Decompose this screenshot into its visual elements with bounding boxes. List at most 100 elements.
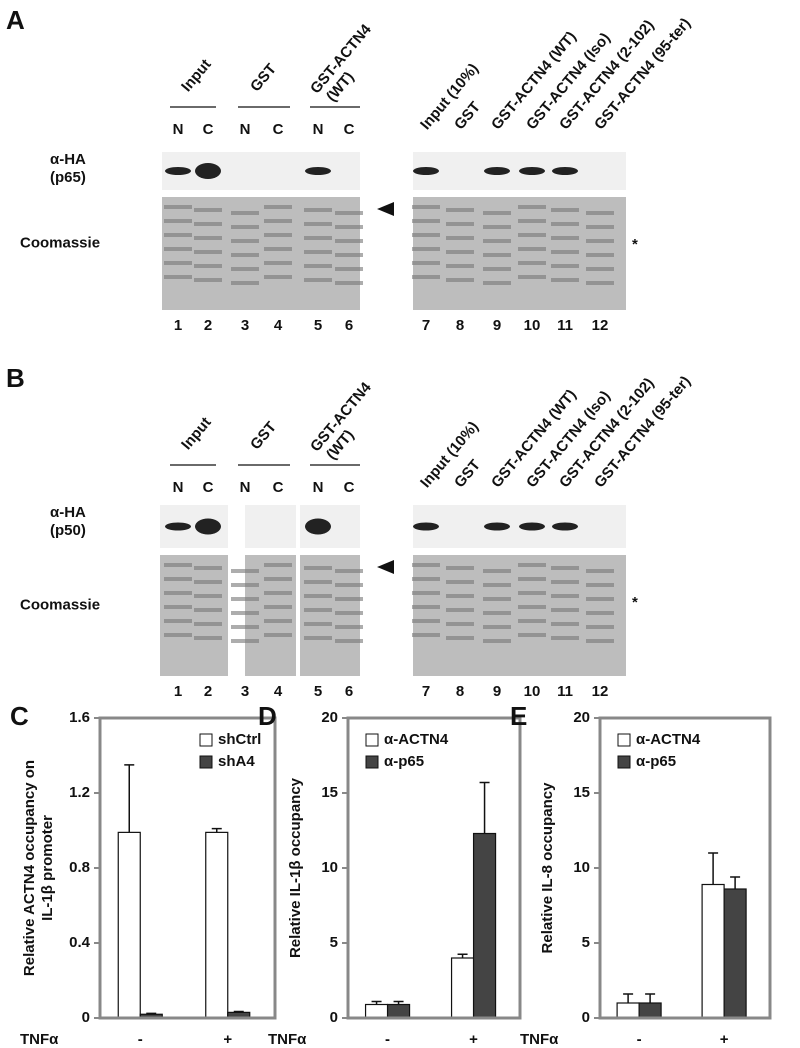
gel-band: [304, 208, 332, 212]
gel-band: [231, 625, 259, 629]
gel-band: [586, 225, 614, 229]
gel-band: [518, 261, 546, 265]
lane-number: 5: [314, 683, 322, 700]
western-band: [519, 167, 545, 175]
gel-band: [264, 275, 292, 279]
gel-band: [335, 253, 363, 257]
gel-band: [586, 267, 614, 271]
lane-number: 2: [204, 317, 212, 334]
gel-band: [164, 605, 192, 609]
gel-band: [264, 247, 292, 251]
bar: [616, 1002, 640, 1019]
western-band: [195, 163, 221, 179]
lane-nc: C: [203, 121, 214, 138]
gel-band: [518, 619, 546, 623]
gel-band: [483, 281, 511, 285]
error-bar: [233, 1010, 244, 1013]
y-tick-label: 5: [582, 934, 590, 951]
gel-band: [194, 278, 222, 282]
gel-band: [483, 597, 511, 601]
y-axis-label: Relative IL-1β occupancy: [287, 777, 304, 958]
bar: [638, 1002, 662, 1019]
coomassie-gel: [300, 555, 360, 676]
y-tick-label: 15: [573, 784, 590, 801]
gel-band: [551, 580, 579, 584]
lane-number: 8: [456, 317, 464, 334]
y-tick-label: 20: [573, 709, 590, 726]
y-tick-label: 1.6: [69, 709, 90, 726]
gel-band: [164, 633, 192, 637]
lane-number: 8: [456, 683, 464, 700]
gel-band: [551, 594, 579, 598]
gel-band: [194, 594, 222, 598]
gel-band: [551, 236, 579, 240]
gel-band: [231, 225, 259, 229]
gel-band: [304, 264, 332, 268]
gel-band: [518, 219, 546, 223]
lane-number: 10: [524, 683, 541, 700]
gel-band: [231, 281, 259, 285]
lane-number: 5: [314, 317, 322, 334]
gel-band: [412, 633, 440, 637]
gel-band: [412, 619, 440, 623]
gel-band: [412, 563, 440, 567]
gel-band: [586, 253, 614, 257]
y-tick-label: 5: [330, 934, 338, 951]
gel-band: [483, 253, 511, 257]
panel-letter: A: [6, 5, 25, 35]
x-axis-label: TNFα: [20, 1031, 59, 1048]
column-header: Input: [178, 414, 215, 453]
x-axis-label: TNFα: [268, 1031, 307, 1048]
gel-band: [518, 205, 546, 209]
gel-band: [586, 597, 614, 601]
gel-band: [304, 236, 332, 240]
gel-band: [264, 633, 292, 637]
x-tick-label: -: [385, 1031, 390, 1048]
gel-band: [446, 566, 474, 570]
coomassie-gel: [413, 555, 626, 676]
arrowhead: [377, 202, 394, 216]
arrowhead: [377, 560, 394, 574]
gel-band: [264, 577, 292, 581]
western-band: [413, 167, 439, 175]
gel-band: [412, 219, 440, 223]
legend-label: α-p65: [384, 753, 424, 770]
legend-label: α-p65: [636, 753, 676, 770]
error-bar: [393, 1000, 404, 1005]
error-bar: [623, 993, 634, 1003]
gel-band: [551, 608, 579, 612]
x-tick-label: +: [223, 1031, 232, 1048]
lane-nc: C: [344, 479, 355, 496]
gel-band: [264, 205, 292, 209]
bar: [205, 831, 229, 1019]
coomassie-gel: [160, 555, 228, 676]
lane-nc: C: [203, 479, 214, 496]
gel-band: [586, 639, 614, 643]
gel-band: [412, 247, 440, 251]
column-header: Input: [178, 56, 215, 95]
error-bar: [479, 781, 490, 834]
gel-band: [231, 611, 259, 615]
western-band: [305, 167, 331, 175]
gel-band: [446, 208, 474, 212]
gel-band: [518, 233, 546, 237]
panel-letter: D: [258, 701, 277, 731]
gel-band: [586, 583, 614, 587]
gel-band: [231, 267, 259, 271]
gel-band: [412, 275, 440, 279]
gel-band: [231, 569, 259, 573]
gel-band: [586, 625, 614, 629]
western-band: [484, 167, 510, 175]
legend-swatch: [199, 733, 213, 747]
gel-band: [264, 591, 292, 595]
gel-band: [483, 639, 511, 643]
western-band: [552, 522, 578, 531]
western-band: [305, 518, 331, 535]
x-tick-label: +: [720, 1031, 729, 1048]
error-bar: [146, 1012, 157, 1015]
gel-band: [164, 261, 192, 265]
gel-band: [335, 281, 363, 285]
error-bar: [730, 876, 741, 889]
gel-band: [194, 250, 222, 254]
gel-band: [264, 219, 292, 223]
